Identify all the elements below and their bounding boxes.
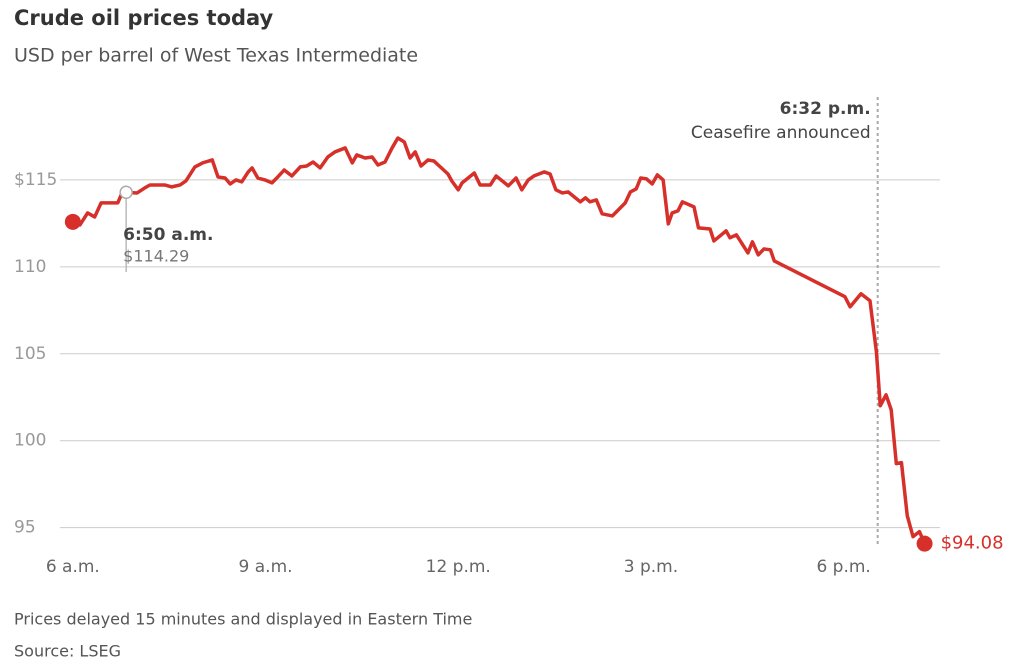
annotation-value: $114.29 bbox=[123, 247, 189, 266]
x-tick-label: 3 p.m. bbox=[624, 557, 678, 577]
annotation-time: 6:50 a.m. bbox=[123, 225, 213, 245]
x-tick-label: 9 a.m. bbox=[239, 557, 293, 577]
event-time: 6:32 p.m. bbox=[780, 99, 871, 119]
start-point bbox=[64, 213, 81, 230]
source: Source: LSEG bbox=[14, 642, 121, 661]
event-text: Ceasefire announced bbox=[691, 123, 871, 143]
x-tick-label: 6 a.m. bbox=[46, 557, 100, 577]
x-tick-label: 6 p.m. bbox=[816, 557, 870, 577]
chart-subtitle: USD per barrel of West Texas Intermediat… bbox=[14, 45, 418, 67]
y-tick-label: $115 bbox=[14, 170, 57, 190]
footnote: Prices delayed 15 minutes and displayed … bbox=[14, 610, 472, 629]
end-label: $94.08 bbox=[941, 533, 1004, 554]
annotation-point bbox=[119, 185, 133, 200]
y-tick-label: 95 bbox=[14, 518, 36, 538]
y-tick-label: 105 bbox=[14, 344, 46, 364]
price-line bbox=[72, 136, 927, 545]
chart-title: Crude oil prices today bbox=[14, 6, 274, 30]
y-tick-label: 100 bbox=[14, 431, 46, 451]
x-tick-label: 12 p.m. bbox=[426, 557, 491, 577]
y-tick-label: 110 bbox=[14, 257, 46, 277]
end-point bbox=[916, 535, 933, 552]
